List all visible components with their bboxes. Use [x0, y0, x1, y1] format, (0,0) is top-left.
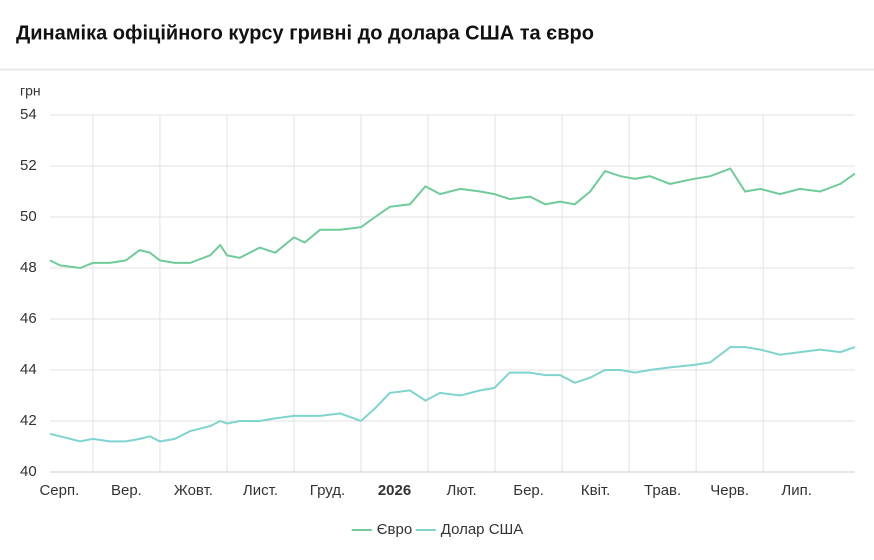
- legend-label: Євро: [377, 521, 412, 538]
- x-tick-label: Груд.: [310, 482, 345, 499]
- x-tick-label: Квіт.: [581, 482, 610, 499]
- y-tick-label: 40: [20, 463, 37, 480]
- series-line: [49, 167, 856, 270]
- header-divider: [0, 68, 874, 71]
- y-tick-label: 42: [20, 412, 37, 429]
- y-tick-label: 44: [20, 361, 37, 378]
- x-tick-label: Вер.: [111, 482, 142, 499]
- x-tick-label: Черв.: [710, 482, 749, 499]
- x-tick-label: Трав.: [644, 482, 681, 499]
- chart-title: Динаміка офіційного курсу гривні до дола…: [16, 22, 594, 44]
- legend-label: Долар США: [441, 521, 524, 538]
- x-tick-label: Бер.: [513, 482, 544, 499]
- x-tick-label: Жовт.: [174, 482, 213, 499]
- series-line: [49, 346, 856, 443]
- y-tick-label: 48: [20, 259, 37, 276]
- x-tick-label: Лист.: [243, 482, 278, 499]
- y-axis-label: грн: [20, 83, 41, 99]
- y-tick-label: 46: [20, 310, 37, 327]
- x-tick-label: Лют.: [446, 482, 476, 499]
- y-tick-label: 52: [20, 157, 37, 174]
- y-tick-label: 50: [20, 208, 37, 225]
- x-tick-label: Серп.: [39, 482, 79, 499]
- x-tick-label: Лип.: [781, 482, 812, 499]
- y-tick-label: 54: [20, 106, 37, 123]
- x-tick-label: 2026: [378, 482, 411, 499]
